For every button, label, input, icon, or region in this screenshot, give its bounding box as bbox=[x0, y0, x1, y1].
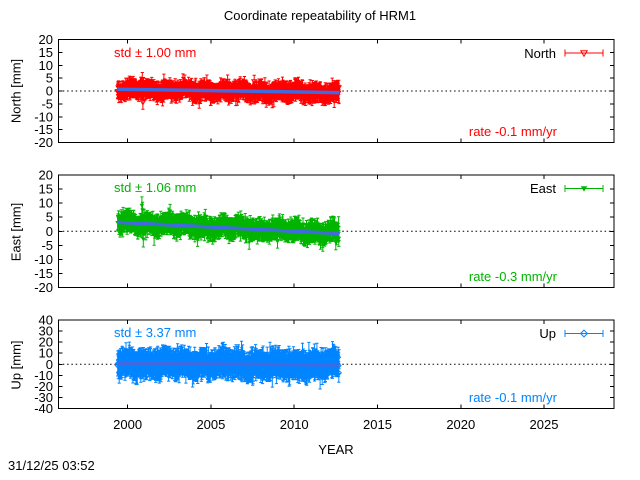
x-tick-label: 2020 bbox=[446, 417, 475, 432]
north-y-tick-label: 10 bbox=[39, 58, 53, 73]
east-trend-line bbox=[117, 220, 340, 236]
up-y-tick-label: 40 bbox=[39, 313, 53, 328]
x-tick-label: 2015 bbox=[363, 417, 392, 432]
north-rate-label: rate -0.1 mm/yr bbox=[468, 123, 557, 139]
east-std-label: std ± 1.06 mm bbox=[114, 180, 197, 195]
north-y-tick-label: -20 bbox=[34, 135, 53, 150]
north-legend-symbol bbox=[564, 49, 604, 57]
north-frame bbox=[58, 39, 615, 143]
east-frame bbox=[58, 174, 615, 288]
east-legend-marker bbox=[580, 186, 588, 192]
east-markers bbox=[115, 203, 342, 245]
up-y-tick-label: 0 bbox=[46, 357, 53, 372]
east-y-tick-label: 5 bbox=[46, 210, 53, 225]
east-y-tick-label: -5 bbox=[41, 238, 53, 253]
north-y-tick-label: 20 bbox=[39, 32, 53, 47]
east-y-tick-label: 10 bbox=[39, 196, 53, 211]
north-y-tick-label: -10 bbox=[34, 109, 53, 124]
up-y-tick-label: -20 bbox=[34, 379, 53, 394]
up-y-tick-label: -40 bbox=[34, 401, 53, 416]
north-y-tick-label: -15 bbox=[34, 122, 53, 137]
east-y-tick-label: -15 bbox=[34, 266, 53, 281]
x-tick-label: 2000 bbox=[113, 417, 142, 432]
chart-title: Coordinate repeatability of HRM1 bbox=[223, 8, 417, 23]
x-tick-label: 2010 bbox=[280, 417, 309, 432]
east-rate-label: rate -0.3 mm/yr bbox=[468, 268, 557, 284]
up-legend-symbol bbox=[564, 330, 604, 337]
x-tick-label: 2025 bbox=[530, 417, 559, 432]
north-y-tick-label: 0 bbox=[46, 84, 53, 99]
up-y-tick-label: 20 bbox=[39, 335, 53, 350]
up-legend-marker bbox=[579, 329, 589, 338]
east-legend-label: East bbox=[529, 181, 556, 196]
north-std-label: std ± 1.00 mm bbox=[114, 44, 197, 60]
east-y-tick-label: 0 bbox=[46, 224, 53, 239]
up-frame bbox=[58, 319, 615, 409]
east-y-tick-label: -10 bbox=[34, 252, 53, 267]
up-legend-label: Up bbox=[539, 325, 556, 341]
timestamp: 31/12/25 03:52 bbox=[8, 458, 95, 473]
north-trend-line bbox=[117, 87, 340, 95]
north-legend-label: North bbox=[524, 45, 556, 61]
north-y-tick-label: 5 bbox=[46, 71, 53, 86]
up-y-tick-label: -30 bbox=[34, 390, 53, 405]
east-axis-label: East [mm] bbox=[8, 202, 24, 261]
north-axis-label: North [mm] bbox=[8, 58, 24, 124]
east-y-tick-label: 15 bbox=[39, 182, 53, 197]
up-y-tick-label: 30 bbox=[39, 324, 53, 339]
x-axis-label: YEAR bbox=[318, 442, 354, 457]
east-y-tick-label: -20 bbox=[34, 280, 53, 295]
up-trend-line bbox=[117, 361, 340, 367]
north-y-tick-label: -5 bbox=[41, 96, 53, 111]
up-std-label: std ± 3.37 mm bbox=[114, 325, 197, 340]
up-y-tick-label: -10 bbox=[34, 368, 53, 383]
x-tick-label: 2005 bbox=[196, 417, 225, 432]
up-rate-label: rate -0.1 mm/yr bbox=[468, 389, 557, 405]
north-legend-marker bbox=[579, 50, 589, 58]
up-y-tick-label: 10 bbox=[39, 346, 53, 361]
east-y-tick-label: 20 bbox=[39, 168, 53, 183]
up-axis-label: Up [mm] bbox=[8, 339, 24, 390]
north-y-tick-label: 15 bbox=[39, 45, 53, 60]
